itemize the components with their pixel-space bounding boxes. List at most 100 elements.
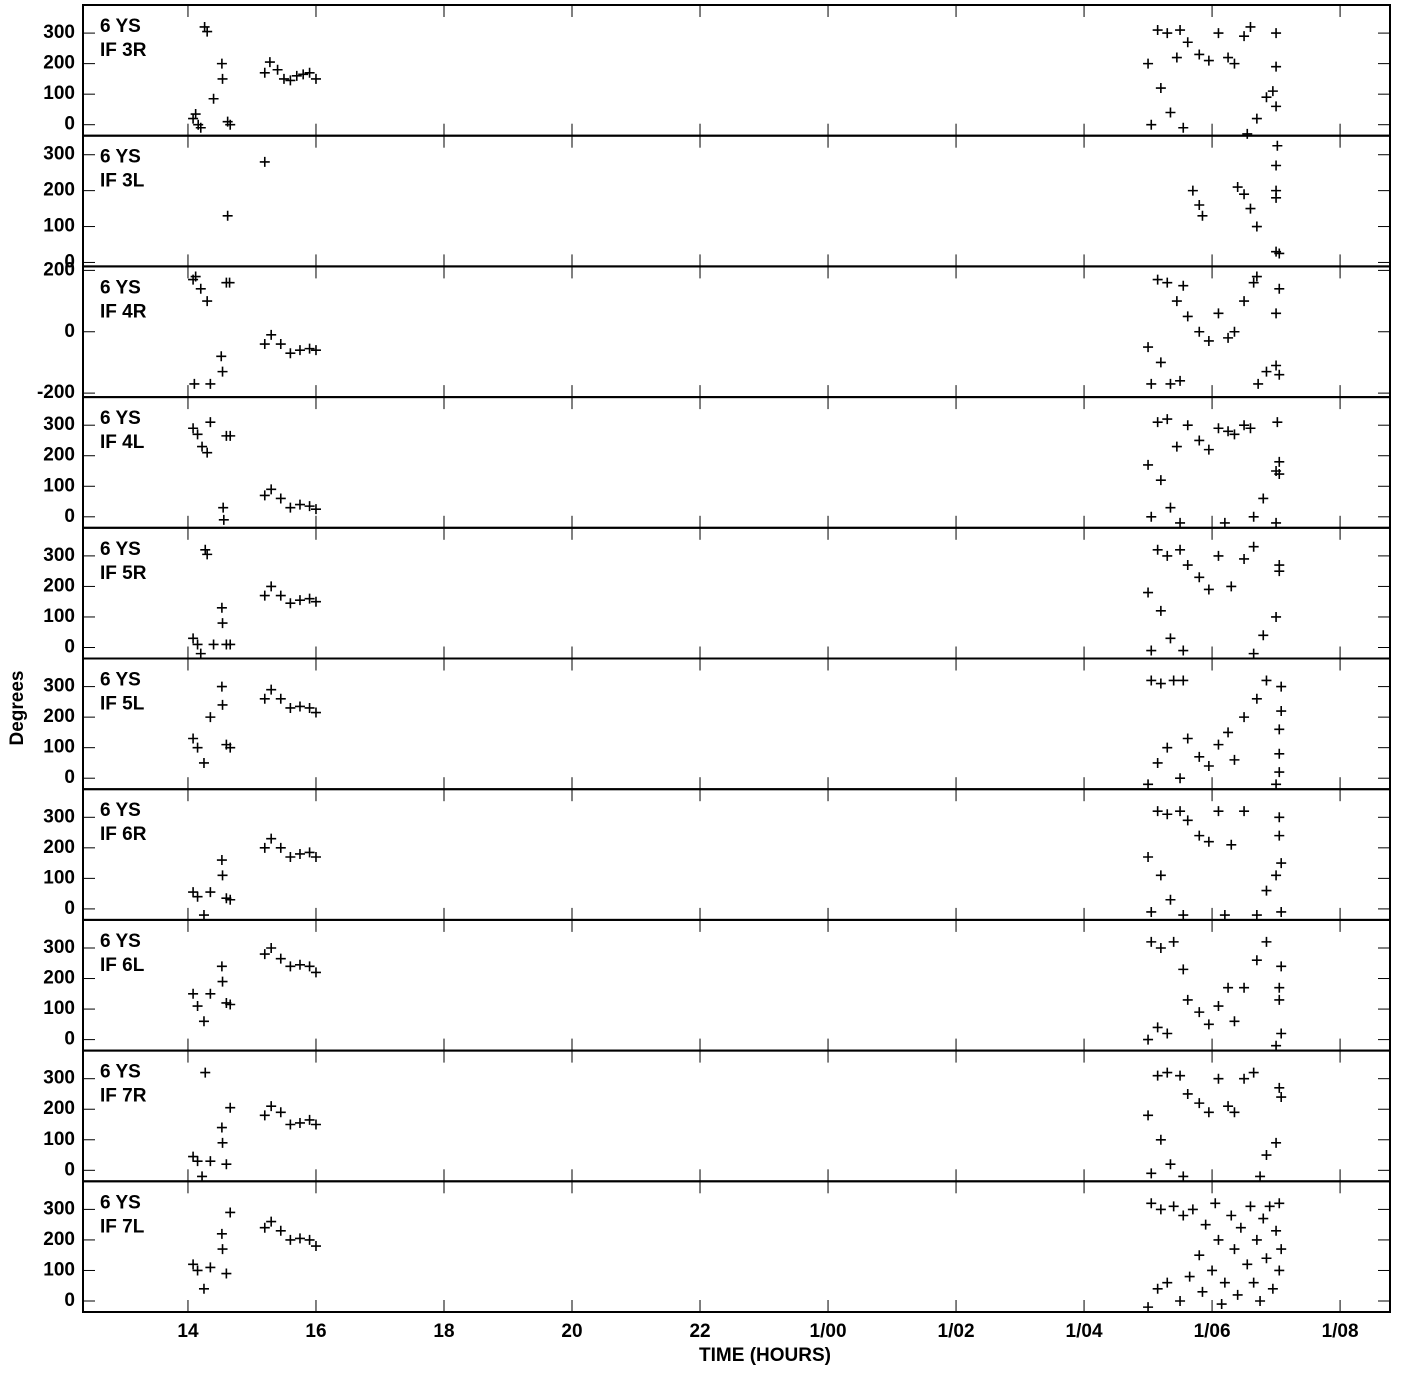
point: [200, 1067, 211, 1078]
point: [1235, 1222, 1246, 1233]
point: [221, 1268, 232, 1279]
panel-station: 6 YS: [100, 931, 141, 952]
point: [217, 1137, 228, 1148]
point: [259, 842, 270, 853]
point: [217, 73, 228, 84]
point: [1155, 1134, 1166, 1145]
point: [1143, 342, 1154, 353]
point: [1162, 277, 1173, 288]
point: [202, 296, 213, 307]
panel-name: IF 7L: [100, 1216, 145, 1237]
point: [195, 648, 206, 659]
panel-name: IF 5R: [100, 563, 147, 584]
point: [1178, 645, 1189, 656]
point: [217, 699, 228, 710]
point: [197, 441, 208, 452]
point: [294, 848, 305, 859]
point: [1178, 280, 1189, 291]
point: [285, 348, 296, 359]
y-tick-label: 300: [43, 676, 75, 697]
point: [1213, 28, 1224, 39]
point: [275, 590, 286, 601]
point: [285, 502, 296, 513]
point: [1274, 767, 1285, 778]
point: [1178, 122, 1189, 133]
point: [197, 1171, 208, 1182]
point: [1203, 836, 1214, 847]
point: [1168, 675, 1179, 686]
point: [259, 490, 270, 501]
point: [1267, 86, 1278, 97]
point: [1251, 1234, 1262, 1245]
y-tick-label: 300: [43, 414, 75, 435]
y-tick-label: 200: [43, 259, 75, 280]
point: [1182, 1088, 1193, 1099]
point: [208, 639, 219, 650]
panel-station: 6 YS: [100, 147, 141, 168]
point: [1245, 21, 1256, 32]
y-tick-label: 200: [43, 1098, 75, 1119]
y-tick-label: 100: [43, 606, 75, 627]
point: [1162, 809, 1173, 820]
point: [1261, 1253, 1272, 1264]
point: [1146, 119, 1157, 130]
point: [1271, 192, 1282, 203]
point: [294, 701, 305, 712]
point: [1219, 1277, 1230, 1288]
panel-station: 6 YS: [100, 16, 141, 37]
point: [310, 345, 321, 356]
point: [199, 21, 210, 32]
point: [1274, 1198, 1285, 1209]
point: [1239, 420, 1250, 431]
point: [1219, 910, 1230, 921]
point: [192, 1001, 203, 1012]
point: [310, 967, 321, 978]
point: [190, 109, 201, 120]
point: [1239, 296, 1250, 307]
y-tick-label: -200: [37, 382, 75, 403]
point: [198, 1283, 209, 1294]
point: [1239, 1073, 1250, 1084]
point: [1194, 435, 1205, 446]
point: [1165, 378, 1176, 389]
point: [1187, 1204, 1198, 1215]
point: [1261, 92, 1272, 103]
panel-frame: [82, 265, 1391, 399]
point: [192, 891, 203, 902]
point: [310, 596, 321, 607]
panel-name: IF 7R: [100, 1086, 147, 1107]
point: [1182, 994, 1193, 1005]
y-tick-label: 0: [64, 1290, 75, 1311]
point: [259, 339, 270, 350]
point: [1271, 61, 1282, 72]
point: [205, 887, 216, 898]
point: [1223, 727, 1234, 738]
x-tick-label: 1/08: [1322, 1321, 1359, 1342]
point: [1178, 1171, 1189, 1182]
point: [1223, 332, 1234, 343]
y-tick-label: 0: [64, 898, 75, 919]
point: [225, 894, 236, 905]
point: [1229, 1107, 1240, 1118]
point: [1274, 369, 1285, 380]
point: [294, 959, 305, 970]
point: [1271, 1137, 1282, 1148]
panel-frame: [82, 526, 1391, 660]
x-axis-label: TIME (HOURS): [699, 1345, 831, 1366]
point: [1178, 964, 1189, 975]
point: [192, 1265, 203, 1276]
panel-frame: [82, 657, 1391, 791]
point: [1248, 541, 1259, 552]
y-tick-label: 100: [43, 998, 75, 1019]
x-tick-label: 14: [177, 1321, 199, 1342]
point: [304, 702, 315, 713]
point: [1248, 511, 1259, 522]
point: [217, 618, 228, 629]
y-tick-label: 100: [43, 867, 75, 888]
y-tick-label: 0: [64, 321, 75, 342]
point: [275, 842, 286, 853]
point: [1146, 378, 1157, 389]
point: [1226, 1210, 1237, 1221]
point: [1146, 1198, 1157, 1209]
point: [216, 351, 227, 362]
